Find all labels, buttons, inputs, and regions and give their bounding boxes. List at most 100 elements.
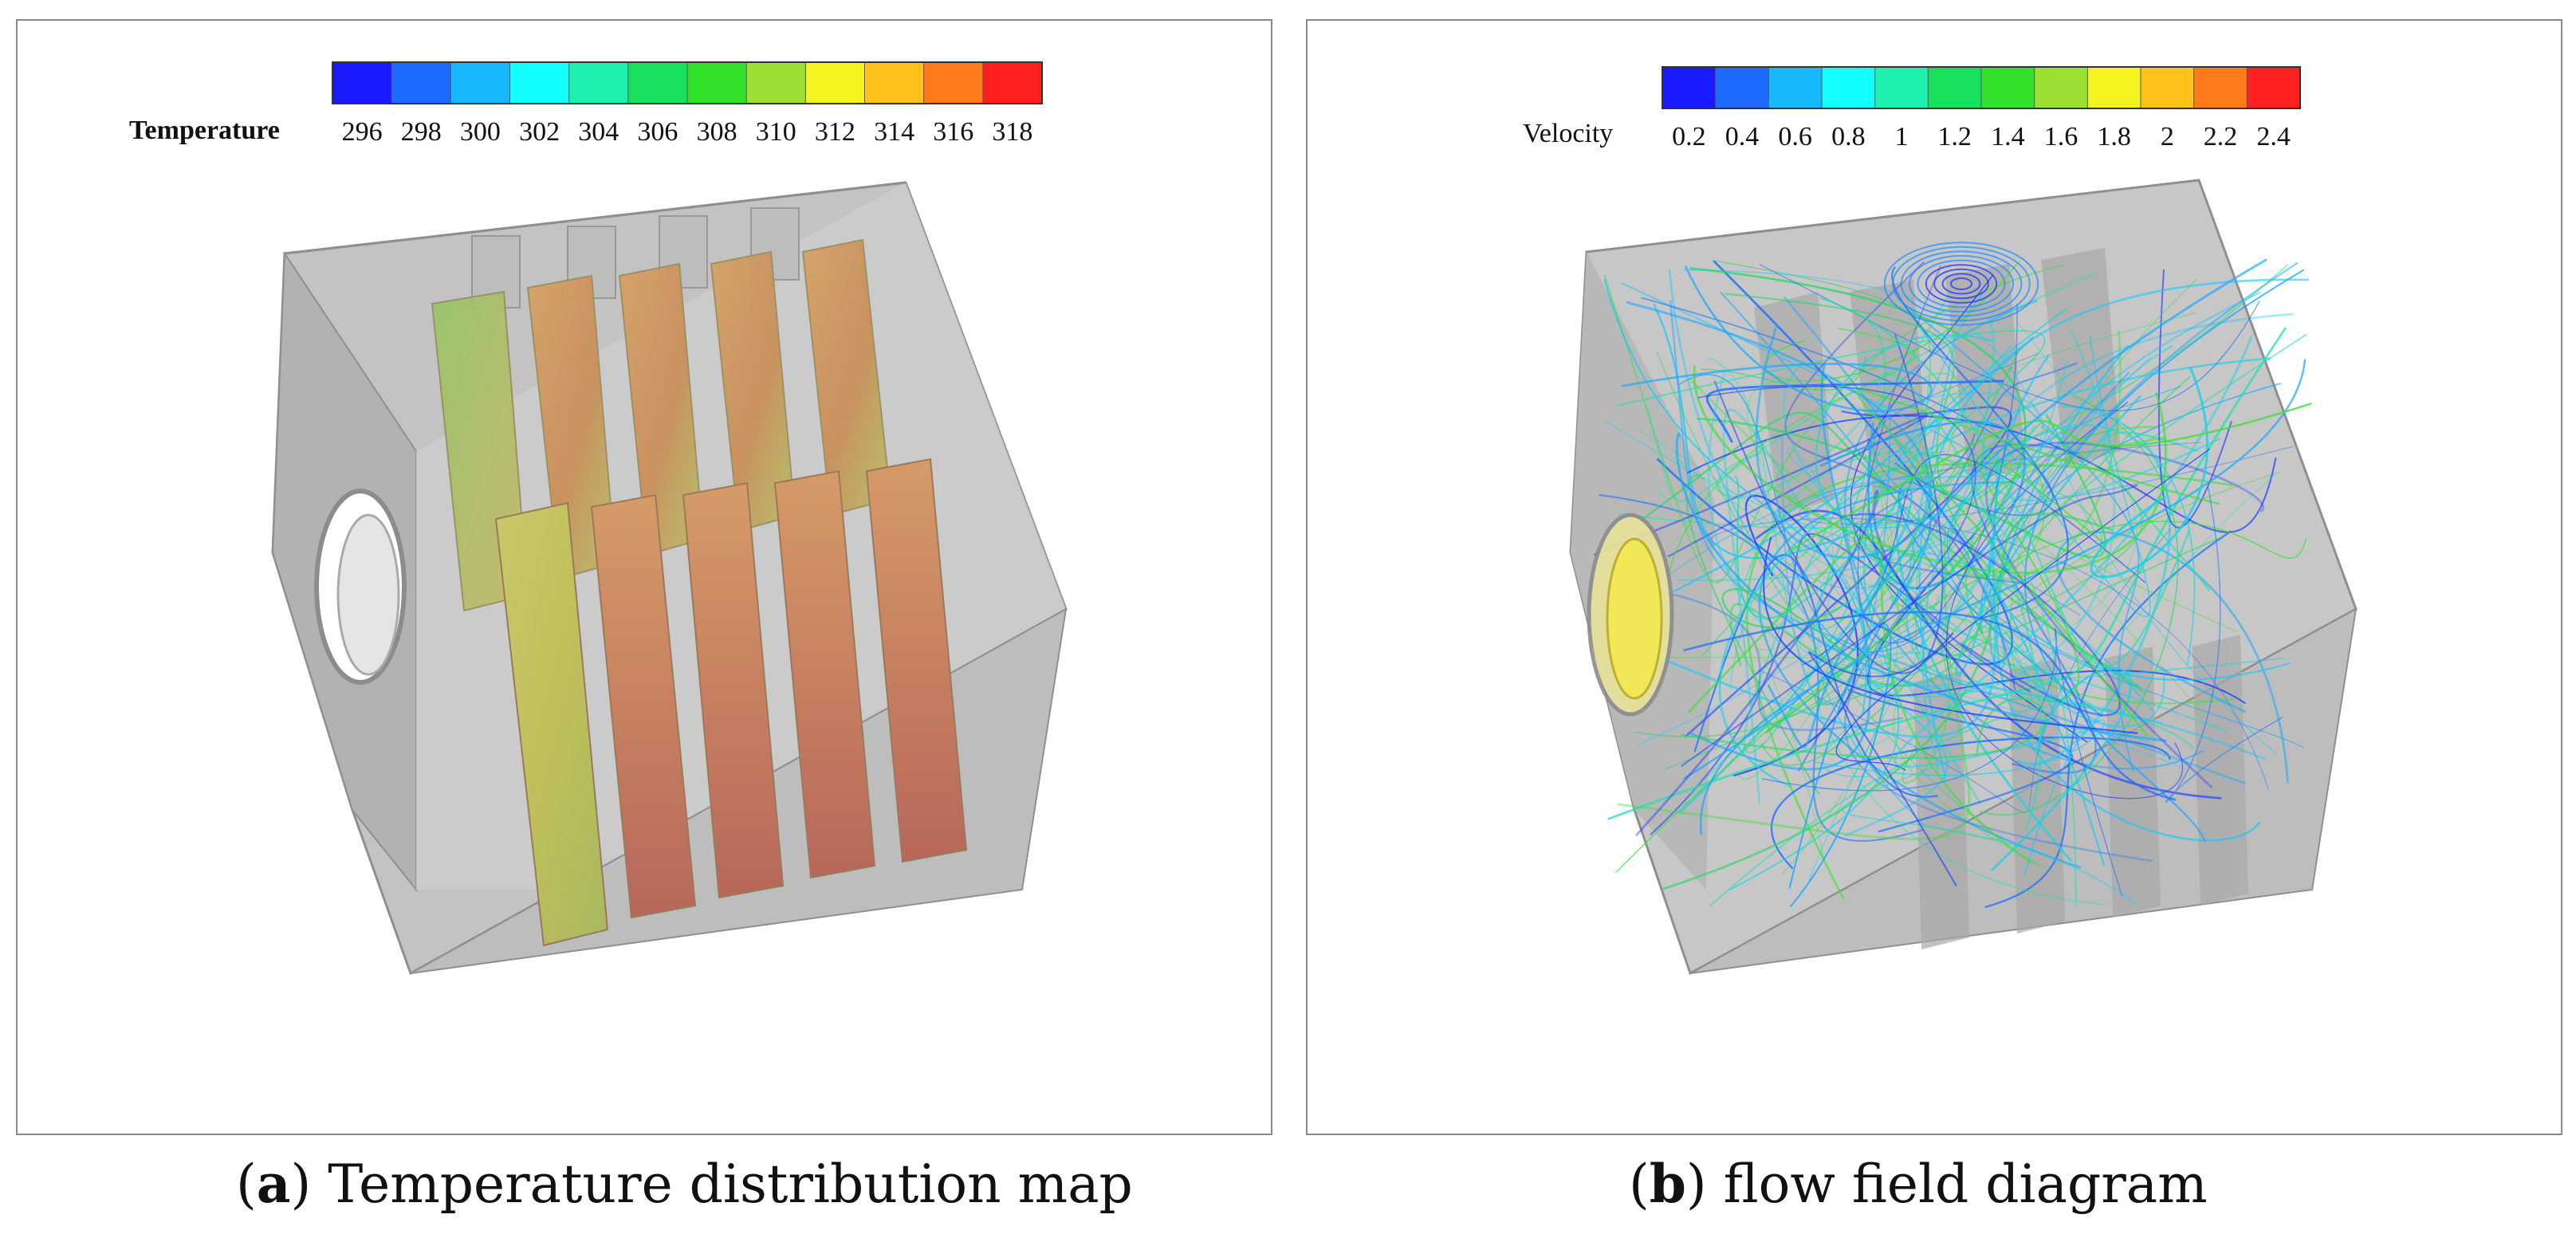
streamline — [1902, 303, 2151, 617]
colorbar-segment — [450, 62, 510, 104]
colorbar-tick-label: 304 — [578, 117, 619, 147]
streamline — [1841, 757, 2137, 905]
streamline — [1853, 433, 2025, 584]
streamline — [1788, 403, 2312, 552]
streamline — [1874, 344, 2012, 500]
streamline — [1984, 530, 2232, 908]
colorbar-segment — [391, 62, 451, 104]
streamline — [1819, 297, 2191, 667]
streamline — [1689, 267, 2027, 733]
streamline — [1683, 611, 2177, 801]
streamline — [1905, 346, 2267, 760]
streamline — [1948, 329, 2166, 581]
velocity-render: Velocity 0.2 0.4 0.6 0.8 1 1.2 1.4 1.6 1.8 2 2.2 2.… — [1523, 66, 2358, 976]
colorbar-tick-label: 310 — [756, 117, 796, 147]
streamline — [1745, 462, 2233, 900]
colorbar-tick-label: 318 — [992, 117, 1032, 147]
colorbar-segment — [982, 62, 1043, 104]
caption-letter: a — [256, 1153, 291, 1215]
colorbar-tick-label: 300 — [460, 117, 501, 147]
streamline — [1849, 312, 2294, 628]
caption-letter: b — [1649, 1153, 1686, 1215]
streamline — [1850, 320, 2137, 760]
streamline — [1616, 330, 2046, 437]
colorbar-tick-label: 0.2 — [1672, 122, 1706, 151]
colorbar-segment — [627, 62, 688, 104]
streamline — [1700, 359, 2307, 835]
colorbar-tick-label: 312 — [815, 117, 855, 147]
colorbar-segment — [1715, 67, 1769, 108]
streamline — [1941, 334, 2307, 749]
streamline — [1637, 392, 2043, 745]
streamline — [2016, 404, 2172, 765]
colorbar-tick-label: 2 — [2161, 122, 2174, 151]
streamline — [1835, 448, 2210, 771]
colorbar-tick-label: 298 — [401, 117, 442, 147]
streamline — [1763, 536, 2138, 734]
streamline — [1634, 517, 1915, 737]
streamline — [1653, 304, 1911, 560]
streamline — [1675, 432, 2167, 742]
colorbar-tick-label: 296 — [342, 117, 383, 147]
caption-a: (a) Temperature distribution map — [236, 1153, 1133, 1215]
vortex-line — [1933, 268, 1989, 300]
streamline — [1641, 297, 2054, 517]
streamline — [1783, 360, 2150, 743]
streamline — [1687, 534, 2035, 865]
streamline — [1783, 448, 1936, 725]
lower-plates — [494, 458, 968, 947]
colorbar-tick-label: 1.8 — [2097, 122, 2131, 151]
colorbar-segment — [746, 62, 806, 104]
streamline — [1964, 426, 2235, 705]
colorbar-segment — [687, 62, 747, 104]
streamline — [1725, 293, 2147, 694]
caption-text: flow field diagram — [1706, 1154, 2208, 1215]
streamline — [1990, 666, 2132, 871]
streamline — [1650, 354, 2050, 738]
colorbar-segment — [1874, 67, 1929, 108]
streamline — [1815, 334, 2074, 529]
colorbar-segment — [805, 62, 865, 104]
streamline — [1683, 269, 2277, 755]
temperature-colorbar — [332, 61, 1043, 104]
colorbar-tick-label: 2.2 — [2204, 122, 2238, 151]
streamline — [1868, 486, 2077, 906]
colorbar-tick-label: 302 — [519, 117, 560, 147]
vortex-line — [1925, 264, 1998, 304]
streamline — [1673, 455, 1891, 685]
streamline — [1618, 485, 1921, 612]
colorbar-tick-label: 306 — [637, 117, 678, 147]
streamline — [1848, 689, 2074, 833]
streamline — [1988, 291, 2261, 728]
colorbar-segment — [923, 62, 984, 104]
colorbar-segment — [1822, 67, 1876, 108]
streamline — [1996, 344, 2261, 842]
streamline — [1617, 526, 1971, 840]
upper-plates — [431, 238, 892, 612]
velocity-colorbar-ticks: 0.2 0.4 0.6 0.8 1 1.2 1.4 1.6 1.8 2 2.2 2.4 — [1672, 122, 2291, 151]
streamline — [1705, 379, 2004, 443]
streamline — [1984, 442, 2265, 788]
colorbar-tick-label: 1.6 — [2044, 122, 2078, 151]
streamline — [1945, 402, 2183, 800]
streamline — [1635, 489, 2031, 836]
streamline — [1614, 656, 2057, 874]
streamline — [1693, 365, 2168, 574]
vortex-line — [1883, 242, 2039, 326]
streamline — [1857, 265, 2018, 644]
streamline — [1634, 426, 1885, 689]
streamline — [1764, 261, 2020, 382]
temperature-colorbar-ticks: 296 298 300 302 304 306 308 310 312 314 316 318 — [342, 117, 1033, 147]
figure-panel-a: Temperature 296 298 300 302 304 306 308 310 312 3… — [16, 19, 1272, 1135]
inlet-port — [314, 489, 407, 685]
colorbar-tick-label: 0.4 — [1725, 122, 1760, 151]
streamline — [2004, 278, 2197, 707]
streamline — [1934, 474, 2276, 671]
inlet-port — [1587, 513, 1674, 717]
colorbar-title: Temperature — [129, 116, 280, 145]
colorbar-tick-label: 316 — [933, 117, 973, 147]
vortex-line — [1900, 250, 2023, 317]
streamline — [2157, 269, 2232, 529]
streamline — [1761, 627, 2123, 897]
streamline — [1618, 451, 1972, 606]
